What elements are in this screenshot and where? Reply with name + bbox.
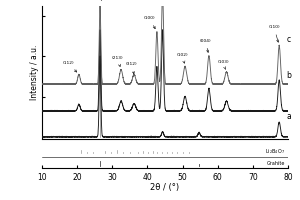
Text: c: c: [286, 35, 290, 44]
Text: (103): (103): [217, 60, 229, 70]
Y-axis label: Intensity / a.u.: Intensity / a.u.: [30, 45, 39, 100]
X-axis label: 2θ / (°): 2θ / (°): [150, 183, 180, 192]
Text: (004): (004): [200, 39, 211, 52]
Text: (112): (112): [62, 61, 76, 72]
Text: a: a: [286, 112, 291, 121]
Text: (312): (312): [126, 62, 137, 74]
Text: Grahite: Grahite: [267, 161, 285, 166]
Text: (110): (110): [268, 25, 280, 42]
Text: b: b: [286, 71, 291, 80]
Text: (100): (100): [143, 16, 155, 29]
Text: (102): (102): [177, 53, 188, 63]
Text: (213): (213): [112, 56, 123, 67]
Text: Li$_2$B$_4$O$_7$: Li$_2$B$_4$O$_7$: [265, 147, 285, 156]
